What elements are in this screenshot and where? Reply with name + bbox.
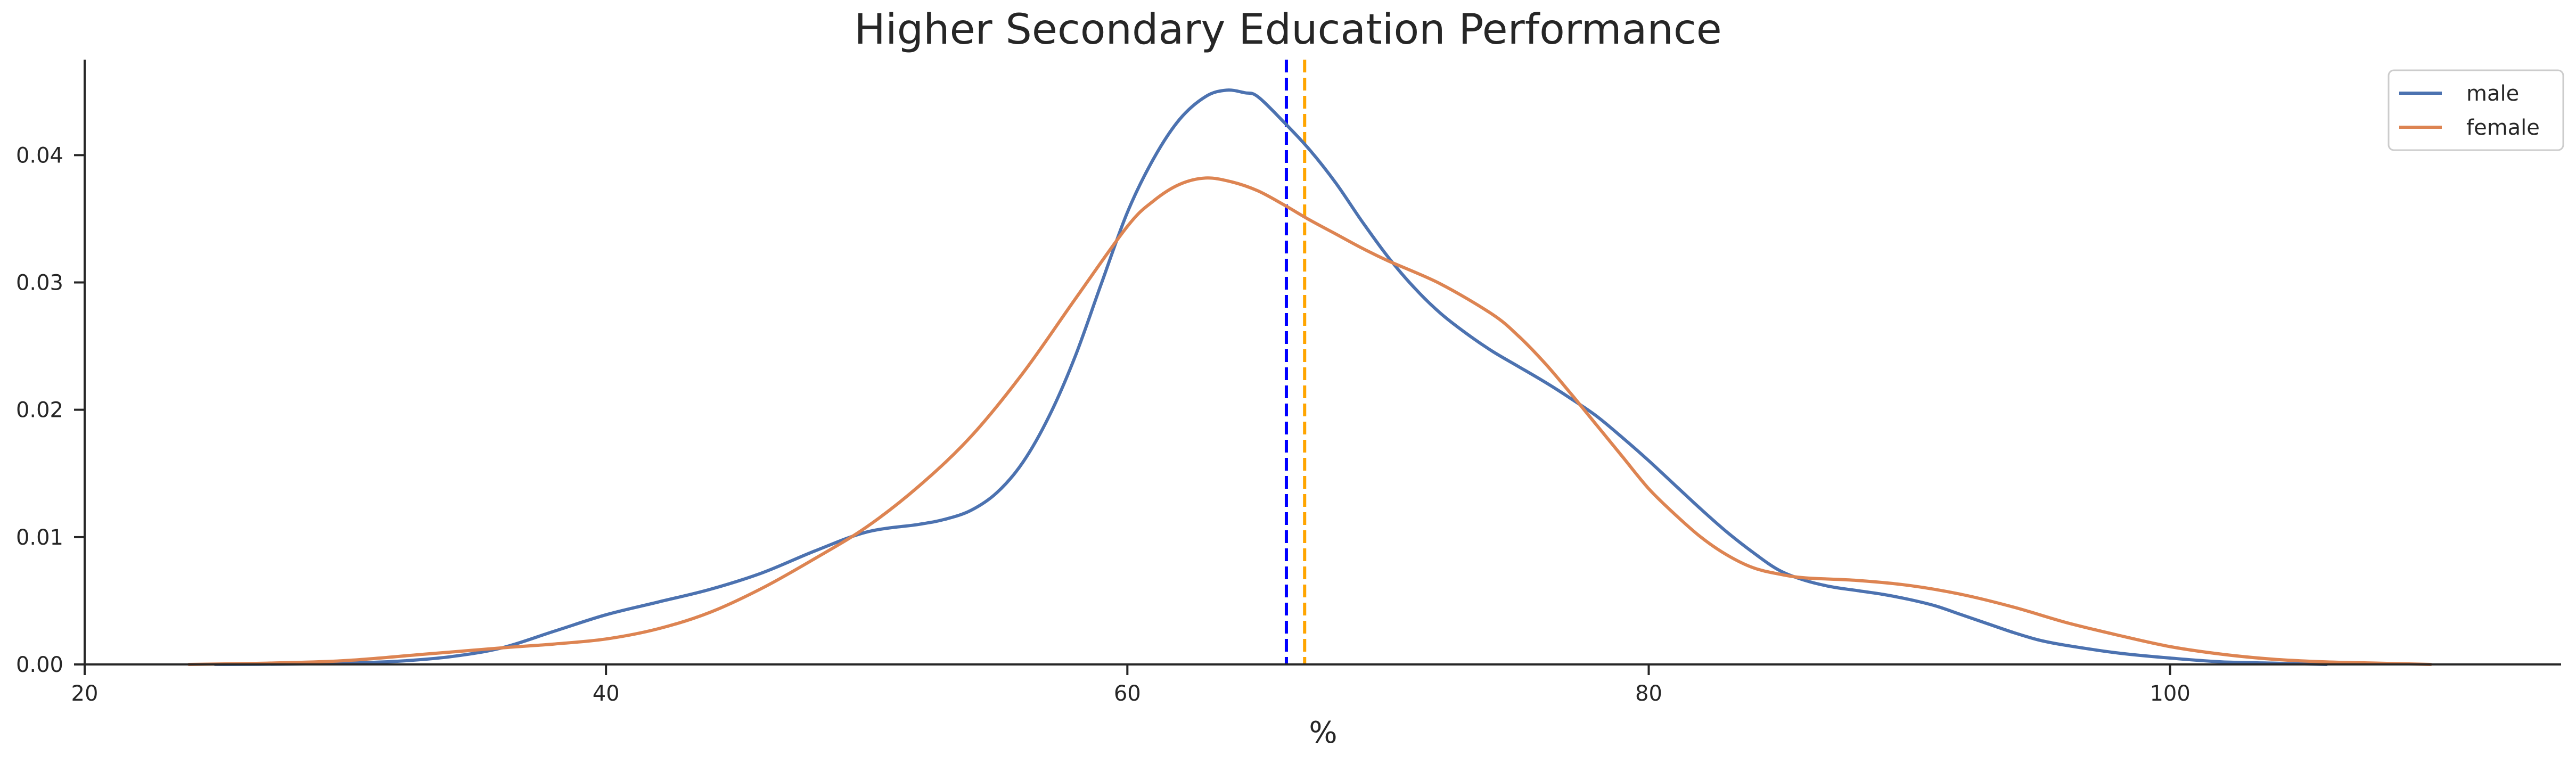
x-tick-label: 100 xyxy=(2150,681,2190,706)
mean-lines xyxy=(1284,60,1307,664)
chart-title: Higher Secondary Education Performance xyxy=(854,6,1721,54)
y-tick-label: 0.03 xyxy=(16,271,63,295)
x-axis-label: % xyxy=(1309,716,1337,750)
legend-label-female: female xyxy=(2466,116,2540,140)
y-tick-label: 0.01 xyxy=(16,525,63,550)
legend: male female xyxy=(2388,69,2564,151)
x-tick-label: 80 xyxy=(1635,681,1662,706)
y-tick-label: 0.02 xyxy=(16,398,63,423)
y-ticks: 0.00 0.01 0.02 0.03 0.04 xyxy=(16,143,85,677)
legend-label-male: male xyxy=(2466,81,2519,106)
y-tick-label: 0.04 xyxy=(16,143,63,168)
x-tick-label: 20 xyxy=(71,681,99,706)
series-layer xyxy=(187,88,2433,666)
x-tick-label: 60 xyxy=(1114,681,1141,706)
axes xyxy=(84,60,2561,666)
series-line-male xyxy=(213,88,2328,666)
x-tick-label: 40 xyxy=(593,681,620,706)
y-tick-label: 0.00 xyxy=(16,653,63,677)
series-line-female xyxy=(187,176,2433,666)
legend-frame xyxy=(2388,69,2564,151)
x-ticks: 20 40 60 80 100 xyxy=(71,664,2191,706)
